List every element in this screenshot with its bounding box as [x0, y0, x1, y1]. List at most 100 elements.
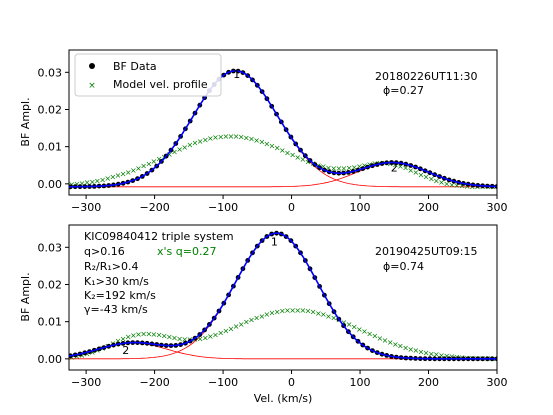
legend-label-bf-data: BF Data: [113, 60, 157, 73]
model-marker: ×: [464, 182, 471, 191]
model-marker: ×: [428, 349, 435, 358]
y-tick-label: 0.02: [38, 103, 63, 116]
model-marker: ×: [135, 164, 142, 173]
x-tick-label: −100: [208, 201, 238, 214]
model-marker: ×: [382, 336, 389, 345]
model-marker: ×: [356, 325, 363, 334]
bottom-panel-xlabel: Vel. (km/s): [254, 392, 313, 405]
bottom-date-label: 20190425UT09:15: [375, 245, 477, 258]
model-marker: ×: [279, 146, 286, 155]
model-marker: ×: [305, 307, 312, 316]
model-marker: ×: [79, 179, 86, 188]
model-marker: ×: [438, 351, 445, 360]
y-tick-label: 0.03: [38, 66, 63, 79]
model-marker: ×: [109, 173, 116, 182]
model-marker: ×: [433, 177, 440, 186]
model-marker: ×: [84, 350, 91, 359]
model-marker: ×: [371, 332, 378, 341]
model-marker: ×: [253, 314, 260, 323]
model-marker: ×: [130, 331, 137, 340]
model-marker: ×: [443, 179, 450, 188]
component-label: 2: [391, 162, 398, 175]
legend-label-model: Model vel. profile: [113, 78, 208, 91]
model-marker: ×: [418, 347, 425, 356]
model-marker: ×: [176, 335, 183, 344]
model-marker: ×: [315, 309, 322, 318]
model-marker: ×: [310, 308, 317, 317]
model-marker: ×: [176, 145, 183, 154]
model-marker: ×: [89, 177, 96, 186]
model-marker: ×: [217, 329, 224, 338]
k2-label: K₂=192 km/s: [84, 289, 156, 302]
model-marker: ×: [156, 331, 163, 340]
x-tick-label: −300: [71, 201, 101, 214]
model-marker: ×: [366, 160, 373, 169]
model-marker: ×: [258, 312, 265, 321]
legend-box: [74, 53, 222, 97]
component-label: 1: [233, 68, 240, 81]
model-marker: ×: [269, 309, 276, 318]
model-marker: ×: [207, 134, 214, 143]
model-marker: ×: [284, 306, 291, 315]
model-marker: ×: [202, 135, 209, 144]
model-marker: ×: [459, 182, 466, 191]
x-tick-label: 0: [288, 201, 295, 214]
x-tick-label: −200: [139, 376, 169, 389]
model-marker: ×: [407, 166, 414, 175]
system-name-label: KIC09840412 triple system: [84, 230, 234, 243]
model-marker: ×: [407, 345, 414, 354]
x-tick-label: 300: [487, 376, 508, 389]
model-marker: ×: [233, 132, 240, 141]
model-marker: ×: [217, 132, 224, 141]
model-marker: ×: [89, 348, 96, 357]
top-panel-ylabel: BF Ampl.: [19, 97, 32, 146]
x-tick-label: −100: [208, 376, 238, 389]
model-marker: ×: [418, 170, 425, 179]
model-marker: ×: [438, 178, 445, 187]
x-tick-label: 200: [418, 376, 439, 389]
model-marker: ×: [120, 170, 127, 179]
model-marker: ×: [289, 151, 296, 160]
total-fit-curve: [69, 232, 497, 360]
q-limit-label: q>0.16: [84, 245, 125, 258]
model-marker: ×: [320, 162, 327, 171]
model-marker: ×: [181, 335, 188, 344]
model-marker: ×: [361, 161, 368, 170]
bottom-panel-frame: [68, 224, 498, 371]
plot-area: ××××××××××××××××××××××××××××××××××××××××…: [69, 230, 497, 363]
model-marker: ×: [423, 348, 430, 357]
y-tick-label: 0.02: [38, 278, 63, 291]
x-tick-label: 200: [418, 201, 439, 214]
model-marker: ×: [392, 340, 399, 349]
top-panel: −300 −200 −100 0 100 200 300 0.00 0.01 0.02 0.03 ×…: [19, 49, 508, 214]
model-marker: ×: [212, 133, 219, 142]
legend-marker-bf-data: [89, 63, 95, 69]
model-marker: ×: [294, 153, 301, 162]
legend-marker-model: ×: [88, 81, 96, 91]
x-tick-label: −300: [71, 376, 101, 389]
model-marker: ×: [115, 337, 122, 346]
model-marker: ×: [402, 164, 409, 173]
model-marker: ×: [397, 162, 404, 171]
model-marker: ×: [104, 174, 111, 183]
model-marker: ×: [284, 148, 291, 157]
top-panel-ticks: −300 −200 −100 0 100 200 300 0.00 0.01 0.02 0.03: [38, 66, 508, 214]
model-marker: ×: [248, 135, 255, 144]
model-marker: ×: [351, 322, 358, 331]
model-marker: ×: [335, 164, 342, 173]
model-marker: ×: [151, 157, 158, 166]
model-marker: ×: [300, 306, 307, 315]
model-marker: ×: [233, 322, 240, 331]
model-marker: ×: [274, 144, 281, 153]
model-marker: ×: [423, 173, 430, 182]
legend: BF Data × Model vel. profile: [74, 53, 222, 97]
y-tick-label: 0.01: [38, 316, 63, 329]
model-marker: ×: [79, 351, 86, 360]
model-marker: ×: [238, 320, 245, 329]
model-marker: ×: [74, 180, 81, 189]
model-marker: ×: [346, 320, 353, 329]
y-tick-label: 0.03: [38, 241, 63, 254]
component-label: 1: [271, 235, 278, 248]
model-marker: ×: [428, 175, 435, 184]
